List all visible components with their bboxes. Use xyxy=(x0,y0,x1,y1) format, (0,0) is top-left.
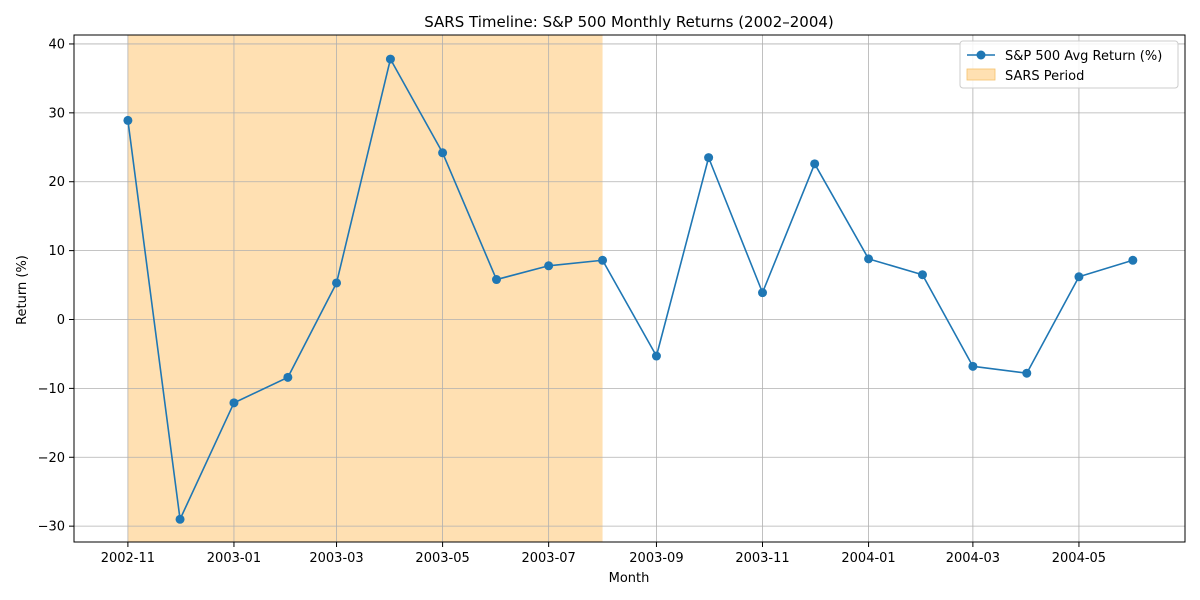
data-point xyxy=(1074,272,1084,282)
data-point xyxy=(864,254,874,264)
legend: S&P 500 Avg Return (%) SARS Period xyxy=(959,40,1179,89)
data-point xyxy=(917,270,927,280)
data-point xyxy=(438,148,448,158)
data-point xyxy=(810,159,820,169)
legend-marker-swatch xyxy=(976,50,986,60)
x-tick-label: 2004-03 xyxy=(946,551,1000,566)
legend-shade-swatch xyxy=(966,68,996,81)
series-line xyxy=(127,58,1134,521)
y-tick-label: −10 xyxy=(38,382,65,397)
x-tick-label: 2004-05 xyxy=(1052,551,1106,566)
data-point xyxy=(758,288,768,298)
x-tick-label: 2003-11 xyxy=(735,551,789,566)
legend-label-sars: SARS Period xyxy=(1005,69,1084,84)
x-axis-label: Month xyxy=(609,571,650,586)
x-tick-label: 2003-07 xyxy=(521,551,575,566)
data-point xyxy=(123,115,133,125)
x-tick-label: 2002-11 xyxy=(101,551,155,566)
data-point xyxy=(968,361,978,371)
x-tick-label: 2003-09 xyxy=(629,551,683,566)
x-axis-ticks: 2002-11 2003-01 2003-03 2003-05 2003-07 2003-… xyxy=(101,542,1106,566)
data-point xyxy=(1022,368,1032,378)
y-tick-label: −20 xyxy=(38,451,65,466)
data-point xyxy=(1128,255,1138,265)
data-point xyxy=(175,514,185,524)
data-point xyxy=(544,261,554,271)
data-point xyxy=(283,372,293,382)
y-tick-label: 20 xyxy=(48,175,65,190)
y-tick-label: 30 xyxy=(48,106,65,121)
y-tick-label: −30 xyxy=(38,520,65,535)
plot-frame xyxy=(73,34,1186,543)
y-tick-label: 40 xyxy=(48,37,65,52)
line-layer xyxy=(127,58,1134,521)
y-axis-label: Return (%) xyxy=(15,255,30,325)
y-axis-ticks: −30 −20 −10 0 10 20 30 40 xyxy=(38,37,74,535)
data-point xyxy=(651,351,661,361)
shade-layer xyxy=(127,35,603,542)
data-point xyxy=(598,255,608,265)
y-tick-label: 10 xyxy=(48,244,65,259)
y-tick-label: 0 xyxy=(57,313,65,328)
x-tick-label: 2003-05 xyxy=(415,551,469,566)
data-point xyxy=(704,153,714,163)
data-point xyxy=(385,54,395,64)
x-tick-label: 2003-01 xyxy=(207,551,261,566)
data-point xyxy=(332,278,342,288)
legend-box xyxy=(959,40,1179,89)
x-tick-label: 2004-01 xyxy=(841,551,895,566)
grid-layer xyxy=(74,35,1185,542)
x-tick-label: 2003-03 xyxy=(309,551,363,566)
marker-layer xyxy=(123,54,1138,524)
chart-title: SARS Timeline: S&P 500 Monthly Returns (… xyxy=(424,13,834,31)
sars-period-shade xyxy=(127,35,603,542)
data-point xyxy=(491,275,501,285)
data-point xyxy=(229,398,239,408)
legend-label-series: S&P 500 Avg Return (%) xyxy=(1005,49,1162,64)
